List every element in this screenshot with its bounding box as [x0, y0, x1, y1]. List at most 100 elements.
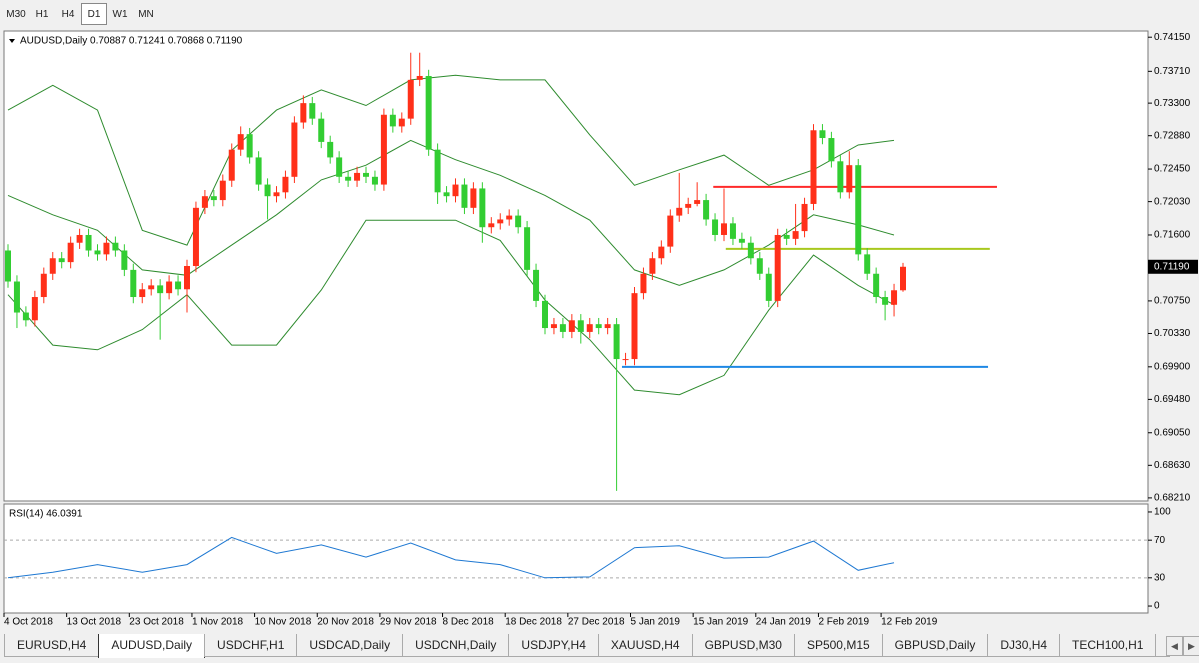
- scroll-left[interactable]: ◀: [1166, 636, 1183, 656]
- candle-body: [425, 75, 432, 150]
- candle-body: [175, 281, 182, 290]
- x-tick-label: 24 Jan 2019: [756, 617, 811, 628]
- chart-tab[interactable]: EURUSD,H4: [4, 634, 100, 657]
- tab-scroll: ◀ ▶: [1166, 636, 1199, 656]
- y-tick-label: 100: [1154, 507, 1171, 518]
- x-tick-label: 29 Nov 2018: [380, 617, 437, 628]
- y-tick-label: 0.72030: [1154, 196, 1191, 207]
- current-price-box: [1148, 259, 1198, 274]
- candle-body: [461, 184, 468, 208]
- chart-tab[interactable]: USDCNH,Daily: [402, 634, 510, 657]
- y-tick-label: 0.72450: [1154, 164, 1191, 175]
- collapse-icon: [9, 39, 15, 43]
- timeframe-toolbar: M30 H1 H4 D1 W1 MN: [0, 0, 1199, 28]
- candle-body: [738, 238, 745, 243]
- candle-body: [559, 324, 566, 332]
- candle-body: [658, 246, 665, 259]
- candle-body: [443, 192, 450, 197]
- candle-body: [855, 165, 862, 255]
- timeframe-button[interactable]: W1: [112, 8, 128, 20]
- candle-body: [282, 176, 289, 193]
- chart-tab[interactable]: TECH100,H1: [1059, 634, 1157, 657]
- chart-tab[interactable]: AUDUSD,Daily: [98, 634, 206, 658]
- scroll-right[interactable]: ▶: [1183, 636, 1199, 656]
- x-tick-label: 4 Oct 2018: [4, 617, 53, 628]
- chart-title: AUDUSD,Daily 0.70887 0.71241 0.70868 0.7…: [20, 36, 243, 47]
- candle-body: [792, 231, 799, 239]
- candle-body: [479, 188, 486, 228]
- x-tick-label: 10 Nov 2018: [255, 617, 312, 628]
- y-tick-label: 0.72880: [1154, 130, 1191, 141]
- y-tick-label: 0.73300: [1154, 98, 1191, 109]
- chart-tab[interactable]: GBPUSD,Daily: [881, 634, 989, 657]
- timeframe-button[interactable]: M30: [6, 8, 26, 20]
- chart-tab[interactable]: USDJPY,H4: [508, 634, 599, 657]
- rsi-line: [7, 536, 895, 579]
- candle-body: [49, 258, 56, 274]
- chart-tab[interactable]: USDCAD,Daily: [296, 634, 404, 657]
- candle-body: [434, 149, 441, 193]
- candle-body: [130, 269, 137, 298]
- candle-body: [363, 172, 369, 177]
- timeframe-button[interactable]: H1: [35, 8, 49, 20]
- candle-body: [595, 324, 602, 329]
- candle-body: [94, 250, 101, 255]
- candle-body: [846, 165, 853, 193]
- candle-body: [667, 215, 674, 247]
- x-tick-label: 20 Nov 2018: [317, 617, 374, 628]
- chart-tab[interactable]: DJ30,H4: [987, 634, 1061, 657]
- candle-body: [542, 300, 548, 329]
- chart-tabs: EURUSD,H4 AUDUSD,Daily USDCHF,H1 USDCAD,Dai…: [0, 634, 1170, 658]
- candle-body: [219, 180, 226, 201]
- candle-body: [810, 130, 817, 204]
- timeframe-button[interactable]: D1: [81, 3, 107, 25]
- candle-body: [139, 289, 146, 298]
- candle-body: [380, 114, 387, 185]
- candle-body: [398, 118, 405, 127]
- candle-body: [345, 176, 352, 181]
- candle-body: [192, 207, 199, 266]
- candle-body: [166, 281, 173, 294]
- candle-body: [246, 134, 253, 158]
- candle-body: [31, 297, 38, 321]
- timeframe-button[interactable]: MN: [138, 8, 154, 20]
- candle-body: [506, 215, 513, 220]
- x-tick-label: 2 Feb 2019: [818, 617, 869, 628]
- candle-body: [801, 203, 808, 232]
- candle-body: [873, 273, 880, 298]
- y-tick-label: 0.74150: [1154, 32, 1191, 43]
- timeframe-button[interactable]: H4: [61, 8, 75, 20]
- candle-body: [631, 293, 638, 360]
- chart-tab[interactable]: USDCHF,H1: [204, 634, 298, 657]
- chart-tab[interactable]: XAUUSD,H4: [597, 634, 693, 657]
- candle-body: [300, 103, 307, 123]
- candle-body: [729, 223, 736, 239]
- x-tick-label: 5 Jan 2019: [631, 617, 681, 628]
- chart: AUDUSD,Daily 0.70887 0.71241 0.70868 0.7…: [3, 30, 1198, 628]
- candle-body: [765, 273, 772, 301]
- chart-tab[interactable]: GBPUSD,M30: [691, 634, 795, 657]
- candle-body: [550, 324, 557, 329]
- candle-body: [703, 200, 710, 220]
- x-tick-label: 27 Dec 2018: [568, 617, 625, 628]
- candle-body: [255, 157, 262, 185]
- candle-body: [747, 242, 754, 259]
- candle-body: [371, 176, 378, 185]
- candle-body: [407, 79, 414, 119]
- candle-body: [497, 219, 504, 224]
- candle-body: [882, 297, 889, 305]
- candle-body: [76, 234, 83, 243]
- candle-body: [67, 242, 74, 263]
- y-tick-label: 0.70750: [1154, 296, 1191, 307]
- rsi-title: RSI(14) 46.0391: [9, 509, 83, 520]
- y-tick-label: 70: [1154, 535, 1166, 546]
- x-tick-label: 13 Oct 2018: [67, 617, 122, 628]
- chart-tab[interactable]: SP500,M15: [793, 634, 883, 657]
- candle-body: [694, 200, 701, 204]
- candle-body: [864, 254, 871, 274]
- x-tick-label: 15 Jan 2019: [693, 617, 748, 628]
- candle-body: [774, 234, 781, 301]
- candle-body: [819, 130, 826, 139]
- x-tick-label: 23 Oct 2018: [129, 617, 184, 628]
